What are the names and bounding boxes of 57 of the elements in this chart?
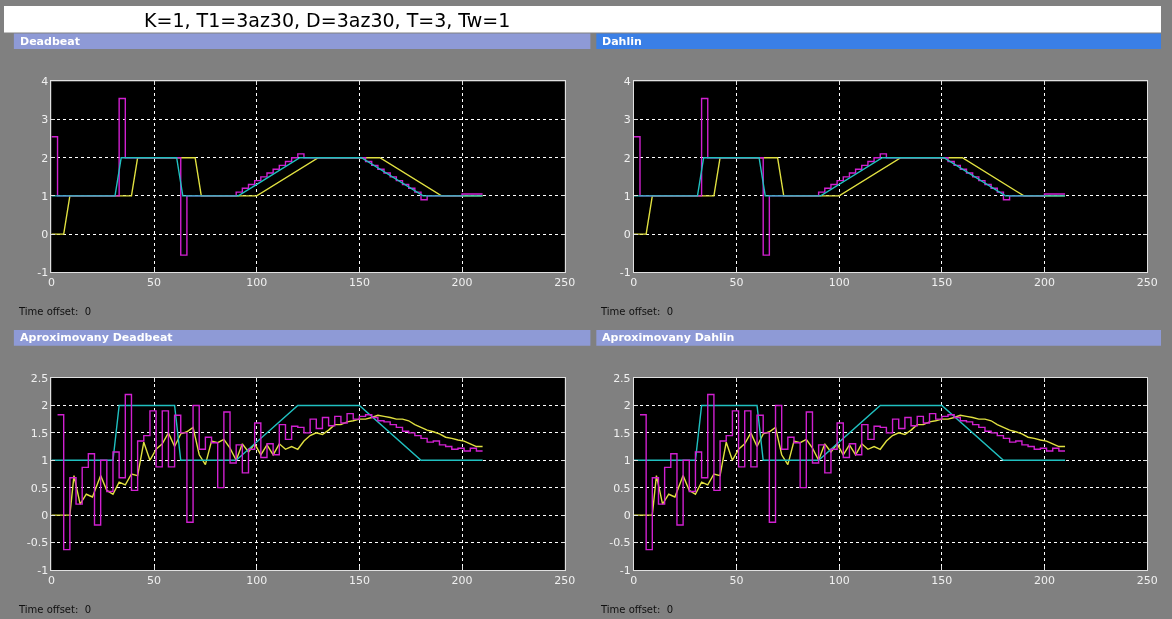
y-tick-label: -1 (37, 266, 49, 280)
y-tick-label: -1 (619, 563, 631, 577)
x-tick-label: 100 (246, 574, 268, 588)
y-tick-label: 2 (41, 399, 49, 413)
y-tick-label: 0 (41, 508, 49, 522)
y-tick-label: 1 (41, 454, 49, 468)
x-tick-label: 250 (1136, 574, 1158, 588)
y-tick-label: -1 (619, 266, 631, 280)
chart-title: Aproximovany Deadbeat (20, 331, 173, 344)
x-tick-label: 150 (931, 574, 953, 588)
y-tick-label: 1 (623, 454, 631, 468)
x-tick-label: 200 (1034, 574, 1056, 588)
y-tick-label: 3 (623, 113, 631, 127)
text: Time offset: 0 (18, 306, 92, 317)
x-tick-label: 150 (348, 276, 370, 290)
text: Time offset: 0 (600, 604, 674, 615)
y-tick-label: 2 (623, 151, 631, 165)
y-tick-label: 3 (41, 113, 49, 127)
x-tick-label: 100 (246, 276, 268, 290)
x-tick-label: 200 (451, 276, 473, 290)
chart-title: Dahlin (602, 35, 642, 48)
x-tick-label: 50 (147, 276, 162, 290)
y-tick-label: 1.5 (30, 426, 49, 440)
y-tick-label: 0 (41, 227, 49, 241)
y-tick-label: 4 (41, 75, 49, 89)
x-tick-label: 50 (147, 574, 162, 588)
y-tick-label: 2 (623, 399, 631, 413)
y-tick-label: 0 (623, 227, 631, 241)
x-tick-label: 250 (554, 276, 576, 290)
y-tick-label: 0.5 (613, 481, 631, 495)
text: Time offset: 0 (18, 604, 92, 615)
chart-title: Deadbeat (20, 35, 80, 48)
x-tick-label: 150 (348, 574, 370, 588)
y-tick-label: 0 (623, 508, 631, 522)
y-tick-label: 4 (623, 75, 631, 89)
y-tick-label: 2 (41, 151, 49, 165)
x-tick-label: 50 (729, 276, 744, 290)
y-tick-label: 1 (41, 189, 49, 203)
text: Time offset: 0 (600, 306, 674, 317)
chart-title: Aproximovany Dahlin (602, 331, 735, 344)
y-tick-label: -1 (37, 563, 49, 577)
y-tick-label: -0.5 (26, 536, 49, 550)
x-tick-label: 50 (729, 574, 744, 588)
x-tick-label: 250 (554, 574, 576, 588)
y-tick-label: -0.5 (609, 536, 631, 550)
x-tick-label: 100 (828, 276, 850, 290)
x-tick-label: 250 (1136, 276, 1158, 290)
y-tick-label: 1 (623, 189, 631, 203)
y-tick-label: 2.5 (30, 371, 49, 385)
y-tick-label: 1.5 (613, 426, 631, 440)
x-tick-label: 150 (931, 276, 953, 290)
x-tick-label: 200 (1034, 276, 1056, 290)
y-tick-label: 0.5 (30, 481, 49, 495)
y-tick-label: 2.5 (613, 371, 631, 385)
x-tick-label: 200 (451, 574, 473, 588)
chart-subtitle: K=1, T1=3az30, D=3az30, T=3, Tw=1 (144, 9, 511, 31)
x-tick-label: 100 (828, 574, 850, 588)
